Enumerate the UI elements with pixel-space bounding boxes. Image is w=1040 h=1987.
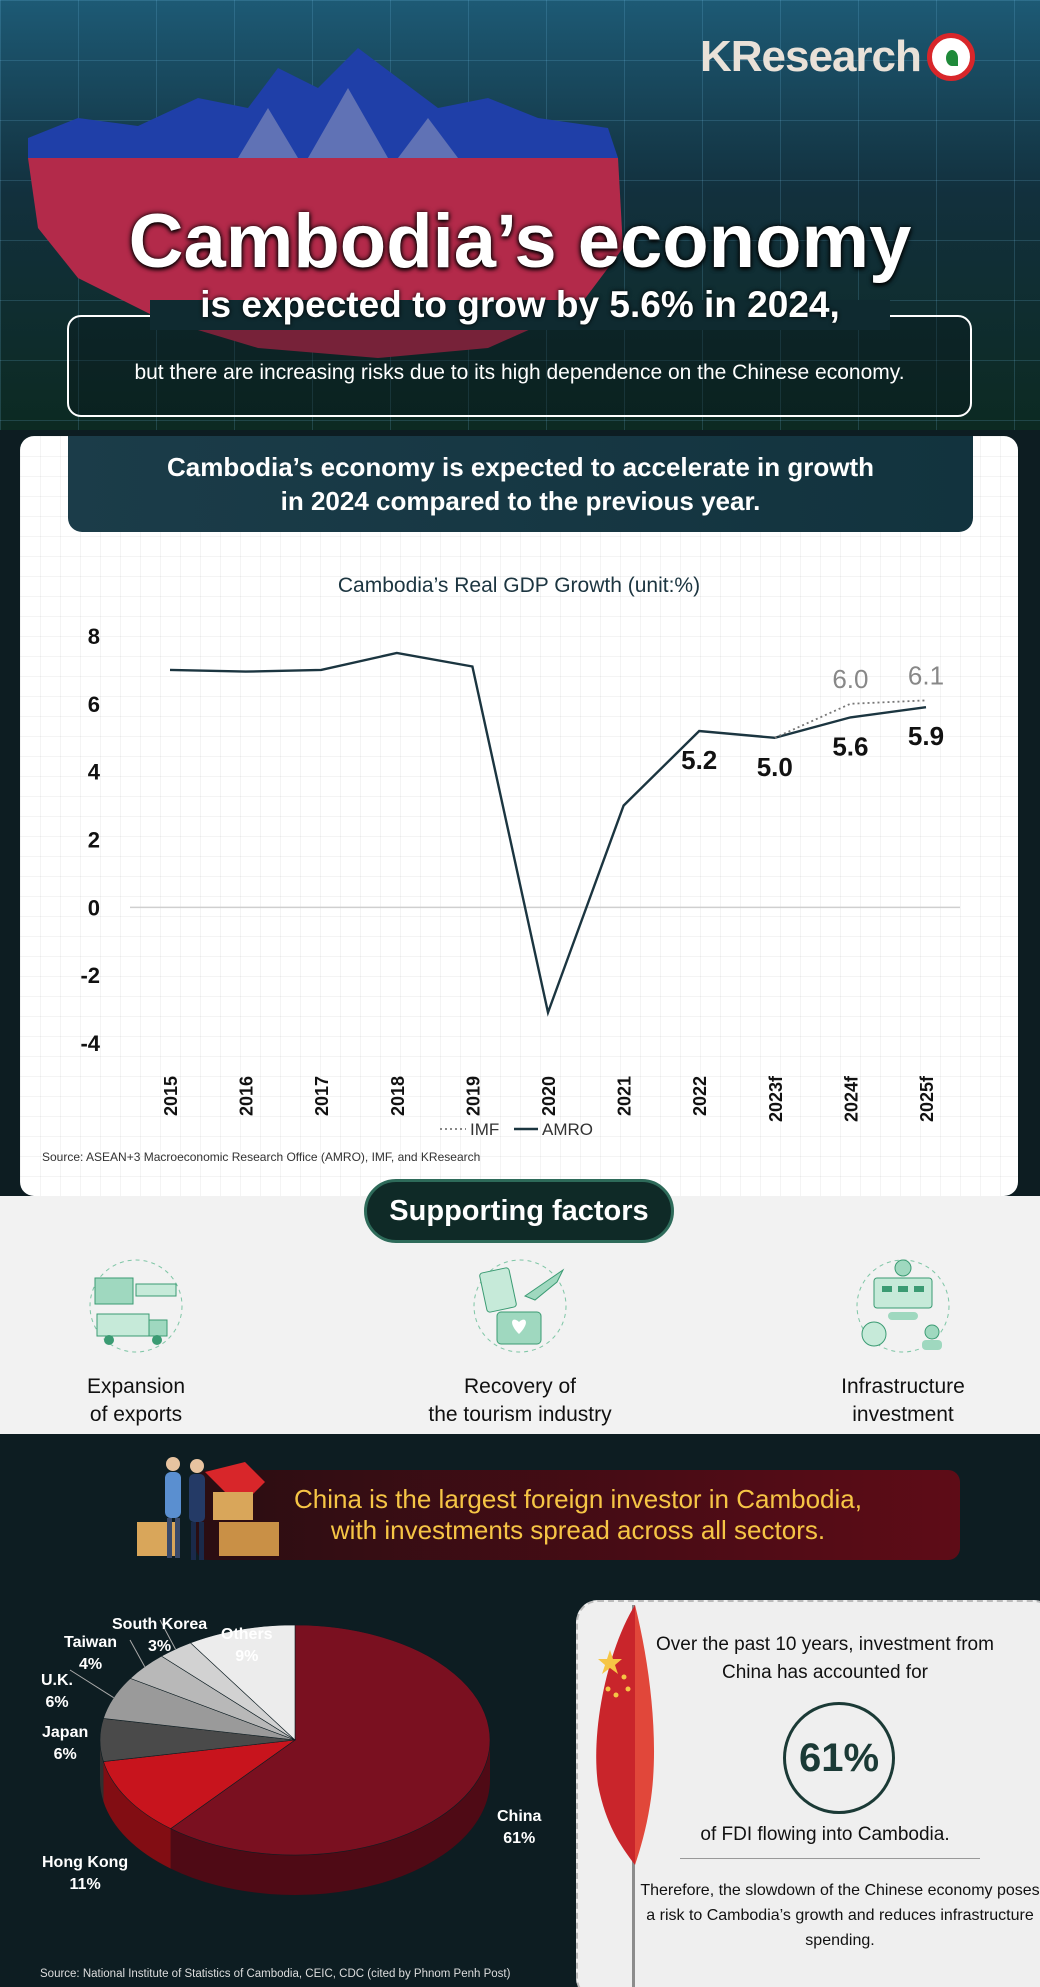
- y-tick-label: 4: [88, 760, 101, 785]
- card-text-risk: Therefore, the slowdown of the Chinese e…: [640, 1882, 1040, 1949]
- pie-leader-line: [159, 1619, 176, 1650]
- pie-label-others: Others 9%: [221, 1626, 273, 1665]
- card-divider: [680, 1858, 980, 1859]
- page-title: Cambodia’s economy: [128, 199, 912, 284]
- pie-label-china: China 61%: [497, 1808, 542, 1847]
- y-tick-label: -4: [80, 1031, 100, 1056]
- x-tick-label: 2017: [312, 1076, 332, 1116]
- pie-label-japan: Japan 6%: [42, 1724, 89, 1763]
- y-tick-label: 0: [88, 895, 100, 920]
- data-label: 5.2: [681, 745, 717, 775]
- china-banner-line1: China is the largest foreign investor in…: [294, 1484, 862, 1514]
- factor-exports: Expansion of exports: [36, 1256, 236, 1429]
- china-banner: China is the largest foreign investor in…: [196, 1470, 960, 1560]
- y-tick-label: 6: [88, 692, 100, 717]
- header-note: but there are increasing risks due to it…: [134, 361, 905, 384]
- chart-banner: Cambodia’s economy is expected to accele…: [68, 436, 973, 532]
- factor-exports-line2: of exports: [89, 1403, 183, 1426]
- china-flag-icon: [596, 1605, 655, 1987]
- pie-slice-china: [170, 1624, 491, 1856]
- factor-infrastructure-line1: Infrastructure: [841, 1375, 965, 1398]
- pie-label-south-korea: South Korea 3%: [112, 1616, 208, 1655]
- pie-side-hong-kong: [103, 1761, 171, 1869]
- brand-logo: KResearch: [700, 32, 975, 82]
- pie-leader-line: [69, 1669, 114, 1699]
- pie-label-uk: U.K. 6%: [41, 1672, 73, 1711]
- pie-slice-hong-kong: [103, 1739, 297, 1829]
- card-text-fdi: of FDI flowing into Cambodia.: [700, 1824, 950, 1845]
- chart-title: Cambodia’s Real GDP Growth (unit:%): [337, 574, 701, 597]
- factor-infrastructure-line2: investment: [852, 1403, 954, 1426]
- series-line-amro: [169, 651, 927, 1017]
- x-tick-label: 2021: [615, 1076, 635, 1116]
- pie-source: Source: National Institute of Statistics…: [40, 1968, 511, 1980]
- chart-source: Source: ASEAN+3 Macroeconomic Research O…: [42, 1150, 481, 1164]
- kasikorn-leaf-icon: [926, 33, 975, 81]
- legend-imf-label: IMF: [470, 1120, 499, 1139]
- supporting-factors-heading: Supporting factors: [364, 1179, 674, 1243]
- x-tick-label: 2015: [161, 1076, 181, 1116]
- gdp-line-chart: 8 6 4 2 0 -2 -4 2015 2016 2017 2018 2019 2020 2021 202…: [80, 624, 960, 1139]
- chart-banner-line2: in 2024 compared to the previous year.: [280, 486, 761, 516]
- y-tick-label: 8: [88, 624, 100, 649]
- pie-side-china: [170, 1740, 490, 1895]
- page-subtitle: is expected to grow by 5.6% in 2024,: [200, 284, 840, 325]
- passport-plane-icon: [473, 1259, 567, 1353]
- x-tick-label: 2025f: [917, 1075, 937, 1122]
- header: KResearch but there are increasing risks…: [0, 0, 1040, 430]
- brand-name: KResearch: [700, 32, 922, 81]
- container-truck-icon: [89, 1259, 183, 1353]
- factor-tourism-line1: Recovery of: [463, 1375, 577, 1398]
- x-tick-label: 2024f: [841, 1075, 861, 1122]
- fdi-pie-chart: [69, 1619, 491, 1895]
- header-note-box: but there are increasing risks due to it…: [67, 315, 972, 417]
- x-tick-label: 2020: [539, 1076, 559, 1116]
- data-label: 6.1: [908, 660, 944, 690]
- pie-leader-line: [129, 1639, 146, 1667]
- x-tick-label: 2018: [388, 1076, 408, 1116]
- infrastructure-gear-icon: [856, 1259, 950, 1353]
- data-label: 6.0: [832, 664, 868, 694]
- factor-infrastructure: Infrastructure investment: [803, 1256, 1003, 1429]
- card-text-intro: Over the past 10 years, investment from …: [656, 1634, 994, 1683]
- pie-side-japan: [100, 1740, 104, 1802]
- pie-label-hong-kong: Hong Kong 11%: [42, 1854, 129, 1893]
- card-highlight-value: 61%: [783, 1702, 895, 1814]
- investors-boxes-icon: [137, 1457, 279, 1560]
- x-tick-label: 2019: [463, 1076, 483, 1116]
- chart-banner-line1: Cambodia’s economy is expected to accele…: [166, 452, 875, 482]
- data-label: 5.9: [908, 721, 944, 751]
- x-tick-label: 2022: [690, 1076, 710, 1116]
- y-tick-label: 2: [88, 828, 100, 853]
- factor-exports-line1: Expansion: [86, 1375, 186, 1398]
- pie-slice-others: [189, 1624, 296, 1741]
- pie-label-taiwan: Taiwan 4%: [64, 1634, 118, 1673]
- x-tick-label: 2023f: [766, 1075, 786, 1122]
- factor-tourism-line2: the tourism industry: [428, 1403, 612, 1426]
- china-banner-line2: with investments spread across all secto…: [330, 1515, 826, 1545]
- y-tick-label: -2: [80, 963, 100, 988]
- legend-amro-label: AMRO: [542, 1120, 593, 1139]
- data-label: 5.6: [832, 731, 868, 761]
- data-label: 5.0: [757, 752, 793, 782]
- x-tick-label: 2016: [237, 1076, 257, 1116]
- factor-tourism: Recovery of the tourism industry: [420, 1256, 620, 1429]
- gdp-chart-panel: Cambodia’s economy is expected to accele…: [20, 436, 1018, 1196]
